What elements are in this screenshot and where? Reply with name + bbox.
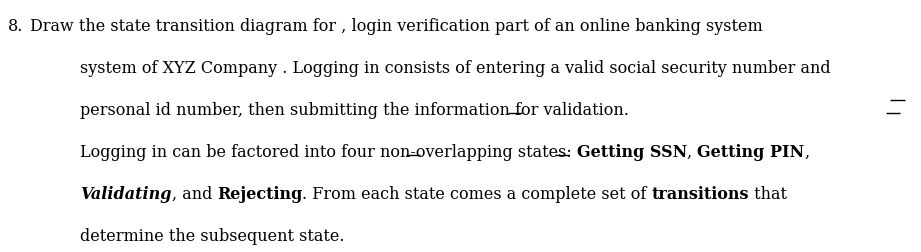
Text: transitions: transitions bbox=[652, 186, 750, 203]
Text: . From each state comes a complete set of: . From each state comes a complete set o… bbox=[302, 186, 652, 203]
Text: ,: , bbox=[687, 144, 697, 161]
Text: ,: , bbox=[805, 144, 810, 161]
Text: system of XYZ Company . Logging in consists of entering a valid social security : system of XYZ Company . Logging in consi… bbox=[80, 60, 831, 77]
Text: , and: , and bbox=[171, 186, 217, 203]
Text: Getting PIN: Getting PIN bbox=[697, 144, 805, 161]
Text: Draw the state transition diagram for , login verification part of an online ban: Draw the state transition diagram for , … bbox=[30, 18, 763, 35]
Text: Validating: Validating bbox=[80, 186, 171, 203]
Text: Logging in can be factored into four non-overlapping states:: Logging in can be factored into four non… bbox=[80, 144, 577, 161]
Text: 8.: 8. bbox=[8, 18, 23, 35]
Text: Getting SSN: Getting SSN bbox=[577, 144, 687, 161]
Text: Rejecting: Rejecting bbox=[217, 186, 302, 203]
Text: that: that bbox=[750, 186, 787, 203]
Text: determine the subsequent state.: determine the subsequent state. bbox=[80, 228, 344, 245]
Text: personal id number, then submitting the information for validation.: personal id number, then submitting the … bbox=[80, 102, 629, 119]
